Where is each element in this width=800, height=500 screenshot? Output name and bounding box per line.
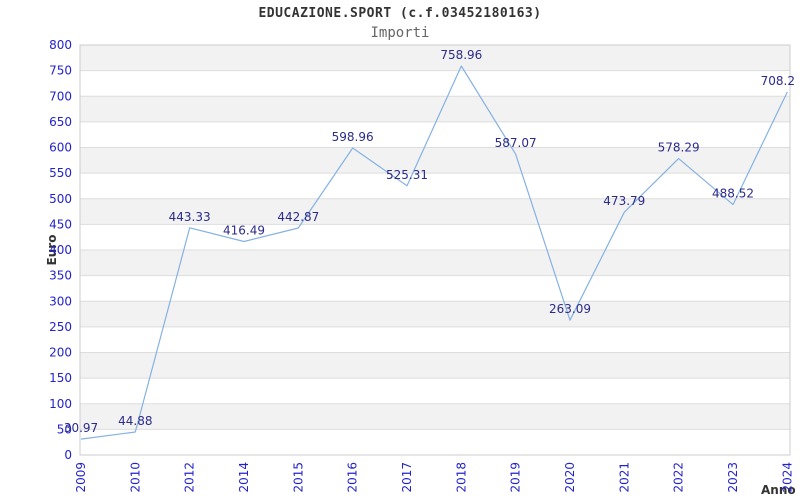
x-tick-label: 2019 <box>509 462 523 493</box>
data-point-label: 473.79 <box>603 194 645 208</box>
data-point-label: 578.29 <box>658 141 700 155</box>
y-tick-label: 800 <box>49 38 72 52</box>
x-tick-label: 2020 <box>563 462 577 493</box>
data-point-label: 442.87 <box>277 210 319 224</box>
y-tick-label: 450 <box>49 217 72 231</box>
y-grid-band <box>80 147 790 174</box>
y-tick-label: 100 <box>49 397 72 411</box>
y-tick-label: 700 <box>49 89 72 103</box>
y-grid-band <box>80 352 790 379</box>
data-point-label: 488.52 <box>712 187 754 201</box>
data-point-label: 416.49 <box>223 224 265 238</box>
plot-border <box>79 44 791 456</box>
data-point-label: 587.07 <box>495 136 537 150</box>
x-tick-label: 2014 <box>237 462 251 493</box>
y-grid-band <box>80 45 790 71</box>
chart-subtitle: Importi <box>370 25 430 41</box>
data-point-label: 758.96 <box>440 48 482 62</box>
y-tick-label: 150 <box>49 371 72 385</box>
y-tick-label: 650 <box>49 115 72 129</box>
y-tick-label: 400 <box>49 243 72 257</box>
y-grid-band <box>80 198 790 225</box>
x-tick-label: 2018 <box>454 462 468 493</box>
y-grid-band <box>80 403 790 430</box>
data-point-label: 30.97 <box>64 421 98 435</box>
x-axis-title: Anno <box>761 483 796 497</box>
x-tick-label: 2017 <box>400 462 414 493</box>
data-point-label: 44.88 <box>118 414 152 428</box>
x-tick-label: 2022 <box>672 462 686 493</box>
data-point-label: 598.96 <box>332 130 374 144</box>
y-tick-label: 300 <box>49 294 72 308</box>
x-tick-label: 2010 <box>128 462 142 493</box>
x-tick-label: 2012 <box>183 462 197 493</box>
y-grid-band <box>80 250 790 276</box>
x-tick-label: 2016 <box>346 462 360 493</box>
y-grid-band <box>80 96 790 122</box>
y-tick-label: 500 <box>49 192 72 206</box>
y-tick-label: 50 <box>57 422 72 436</box>
y-tick-label: 200 <box>49 346 72 360</box>
data-line <box>80 65 788 440</box>
y-grid-band <box>80 301 790 327</box>
y-tick-label: 600 <box>49 141 72 155</box>
x-tick-label: 2009 <box>74 462 88 493</box>
x-tick-label: 2023 <box>726 462 740 493</box>
y-tick-label: 250 <box>49 320 72 334</box>
data-point-label: 443.33 <box>169 210 211 224</box>
y-tick-label: 550 <box>49 166 72 180</box>
y-tick-label: 750 <box>49 64 72 78</box>
x-tick-label: 2015 <box>291 462 305 493</box>
data-point-label: 263.09 <box>549 302 591 316</box>
chart-title: EDUCAZIONE.SPORT (c.f.03452180163) <box>258 6 542 21</box>
y-tick-label: 350 <box>49 269 72 283</box>
y-tick-label: 0 <box>64 448 72 462</box>
data-point-label: 708.2 <box>761 74 795 88</box>
data-point-label: 525.31 <box>386 168 428 182</box>
x-tick-label: 2024 <box>780 462 794 493</box>
x-tick-label: 2021 <box>617 462 631 493</box>
